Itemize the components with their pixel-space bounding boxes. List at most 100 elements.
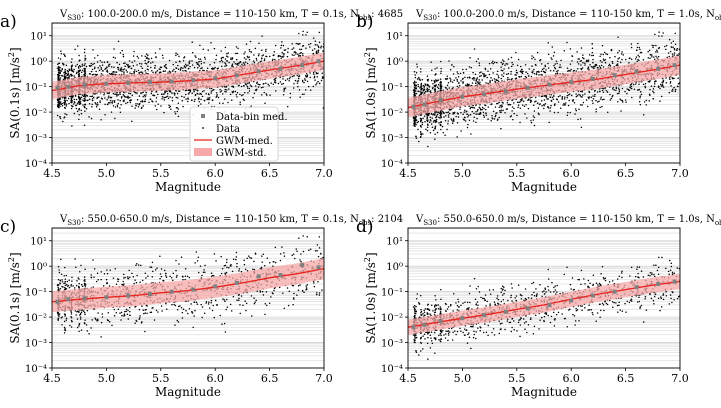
data-point <box>523 105 526 107</box>
data-point <box>59 101 62 103</box>
data-point <box>295 53 297 55</box>
data-point <box>636 46 639 49</box>
data-point <box>243 57 246 59</box>
data-point <box>519 107 522 110</box>
data-point <box>108 65 110 67</box>
data-point <box>177 90 180 92</box>
data-point <box>502 62 504 65</box>
data-point <box>142 91 144 93</box>
data-point <box>168 70 171 73</box>
data-point <box>56 98 59 100</box>
data-point <box>309 42 312 45</box>
data-point <box>577 58 579 60</box>
data-point <box>420 134 423 136</box>
data-point <box>146 68 149 70</box>
data-point <box>430 112 433 115</box>
data-point <box>135 104 137 107</box>
data-point <box>501 104 503 106</box>
data-point <box>58 62 61 64</box>
data-point <box>84 57 86 60</box>
data-point <box>449 80 452 83</box>
data-point <box>72 105 74 108</box>
data-point <box>582 54 584 56</box>
data-point <box>532 56 535 59</box>
data-point <box>113 66 115 68</box>
data-point <box>529 97 531 99</box>
data-point <box>639 51 642 54</box>
data-point <box>451 122 454 124</box>
data-point <box>79 99 81 101</box>
data-point <box>415 72 418 74</box>
data-point <box>589 63 591 66</box>
data-point <box>229 93 232 96</box>
data-point <box>492 60 494 62</box>
data-point <box>106 66 108 68</box>
data-point <box>422 117 424 120</box>
data-point <box>650 85 653 87</box>
data-point <box>71 100 73 102</box>
data-point <box>555 98 558 100</box>
data-point <box>70 65 73 67</box>
data-point <box>658 31 660 33</box>
data-point <box>68 69 71 71</box>
data-point <box>509 103 512 106</box>
data-point <box>532 119 535 121</box>
data-point <box>479 83 481 85</box>
data-point <box>88 116 90 118</box>
data-point <box>448 87 450 89</box>
data-point <box>283 49 286 51</box>
data-point <box>112 100 114 102</box>
data-point <box>155 97 158 99</box>
data-point <box>63 54 66 57</box>
data-point <box>187 64 189 66</box>
data-point <box>141 106 143 109</box>
data-point <box>543 67 545 70</box>
data-point <box>621 87 624 90</box>
data-point <box>427 145 429 148</box>
data-point <box>278 55 281 57</box>
data-point <box>143 100 146 103</box>
data-point <box>543 99 546 101</box>
data-point <box>224 88 226 91</box>
data-point <box>561 98 563 100</box>
data-point <box>231 57 234 59</box>
data-point <box>580 64 582 66</box>
data-point <box>209 63 211 66</box>
data-point <box>296 82 299 84</box>
data-point <box>651 56 653 58</box>
data-point <box>83 99 85 102</box>
data-point <box>261 35 263 37</box>
data-point <box>71 125 73 127</box>
data-point <box>510 56 513 59</box>
data-point <box>651 54 653 56</box>
data-point <box>129 96 131 99</box>
data-point <box>456 78 458 81</box>
data-point <box>101 64 104 66</box>
data-point <box>239 60 242 63</box>
data-point <box>669 82 672 84</box>
data-point <box>168 104 170 106</box>
data-point <box>107 64 110 66</box>
data-point <box>306 31 308 33</box>
data-point <box>106 98 108 101</box>
data-point <box>225 91 227 93</box>
data-point <box>426 87 429 90</box>
data-point <box>280 83 283 85</box>
data-point <box>84 95 86 97</box>
data-point <box>187 98 189 100</box>
data-point <box>533 68 535 71</box>
data-point <box>605 89 608 92</box>
data-point <box>450 79 452 81</box>
x-tick-label: 6.5 <box>261 167 279 180</box>
data-point <box>660 83 662 86</box>
data-point <box>96 97 98 100</box>
data-point <box>570 94 573 97</box>
data-point <box>234 63 237 65</box>
data-point <box>436 67 438 69</box>
data-point <box>422 133 424 135</box>
data-point <box>61 104 64 107</box>
data-point <box>566 70 569 72</box>
data-point <box>167 97 170 99</box>
data-point <box>668 76 671 79</box>
